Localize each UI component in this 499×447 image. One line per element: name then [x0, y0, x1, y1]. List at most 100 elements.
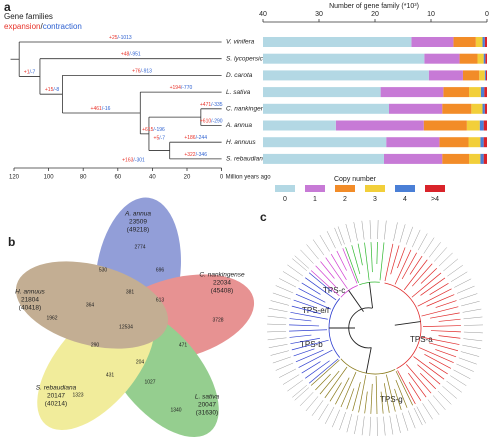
contraction: /-16 [102, 106, 111, 112]
tree-leaf [315, 373, 331, 391]
venn-count: 471 [179, 342, 188, 348]
venn-count: 696 [156, 267, 165, 273]
tree-leaf [397, 370, 416, 405]
tree-leaf [379, 242, 385, 281]
leaf-label-line [399, 224, 406, 243]
tree-leaf [289, 334, 312, 338]
clade-stem [394, 321, 421, 326]
leaf-label-line [442, 385, 457, 399]
tree-leaf [305, 360, 330, 379]
bar-segment [479, 70, 485, 81]
legend-separator: / [40, 22, 43, 31]
clade-label: TPS-a [410, 335, 433, 344]
species-label: D. carota [226, 72, 253, 79]
tree-leaf [364, 391, 368, 414]
contraction: /-244 [196, 136, 208, 142]
gene-change: +194/-770 [170, 85, 193, 91]
x-axis-label: Million years ago [226, 175, 272, 181]
leaf-label-line [463, 316, 483, 320]
legend-label: 1 [313, 196, 317, 203]
tree-leaf [352, 381, 361, 412]
bar-segment [484, 37, 487, 47]
legend-label: >4 [431, 196, 439, 203]
leaf-label-line [331, 409, 340, 428]
leaf-label-line [454, 278, 472, 288]
leaf-label-line [459, 293, 478, 300]
leaf-label-line [267, 315, 287, 319]
leaf-label-line [456, 285, 475, 294]
tree-leaf [325, 257, 348, 289]
venn-set-name: S. rebaudiana [36, 385, 77, 392]
tree-title: Gene families [4, 12, 53, 21]
venn-count: 1027 [144, 379, 155, 385]
x-tick-label: 20 [371, 11, 379, 18]
tree-leaf [315, 265, 337, 288]
leaf-label-line [318, 403, 329, 421]
bar-segment [453, 37, 476, 47]
contraction: /-7 [29, 70, 35, 76]
bar-segment [485, 70, 487, 81]
clade-stem [348, 290, 364, 312]
bar-segment [462, 70, 480, 81]
tree-leaf [411, 263, 433, 287]
tree-leaf [386, 374, 396, 412]
leaf-label-line [462, 308, 482, 313]
species-label: S. rebaudiana [226, 156, 267, 163]
expansion: +5 [154, 136, 160, 142]
tree-leaf [364, 242, 370, 281]
x-tick-label: 10 [427, 11, 435, 18]
legend-contraction: contraction [43, 22, 82, 31]
leaf-label-line [267, 337, 287, 341]
venn-families: 22034 [213, 280, 231, 287]
leaf-label-line [361, 416, 365, 436]
tree-leaf [293, 348, 315, 357]
leaf-label-line [292, 385, 307, 398]
legend-title: Copy number [334, 176, 377, 183]
expansion: +610 [200, 119, 211, 125]
tree-leaf [291, 305, 321, 315]
tree-leaf [435, 349, 457, 358]
tree-leaf [394, 249, 412, 285]
bar-segment [335, 120, 424, 131]
venn-shapes [15, 197, 255, 438]
x-tick-label: 30 [315, 11, 323, 18]
legend-swatch [425, 185, 445, 192]
bar-segment [263, 37, 412, 47]
bar-title: Number of gene family (*10³) [329, 3, 419, 10]
leaf-label-line [438, 252, 453, 267]
tree-leaf [424, 354, 452, 369]
venn-count: 2774 [134, 244, 145, 250]
bar-segment [485, 53, 487, 64]
leaf-label-line [334, 227, 342, 246]
bar-segment [263, 53, 425, 64]
leaf-label-line [306, 244, 319, 260]
bar-segment [469, 153, 481, 164]
gene-change: +615/-196 [142, 127, 165, 133]
venn-count: 204 [136, 359, 145, 365]
leaf-label-line [447, 264, 463, 277]
bar-segment [380, 87, 444, 98]
bar-segment [477, 53, 484, 64]
expansion: +1 [24, 70, 30, 76]
tree-leaf [426, 294, 455, 307]
tree-leaf [291, 339, 329, 351]
expansion: +471 [200, 102, 211, 108]
venn-count: 613 [156, 297, 165, 303]
bar-segment [482, 37, 485, 47]
leaf-label-line [305, 396, 319, 412]
tree-leaf [310, 270, 340, 297]
leaf-label-line [339, 411, 346, 431]
leaf-label-line [299, 391, 314, 407]
gene-change: +15/-8 [45, 88, 60, 94]
tree-leaf [370, 383, 373, 414]
leaf-label-line [453, 369, 471, 380]
species-label: V. vinifera [226, 39, 255, 46]
tree-leaf [395, 370, 414, 406]
venn-count: 431 [106, 372, 115, 378]
tree-leaf [383, 383, 390, 413]
tree-leaf [430, 312, 460, 319]
leaf-label-line [456, 363, 474, 372]
gene-change: +471/-335 [200, 102, 223, 108]
leaf-label-line [319, 234, 330, 252]
tree-leaf [384, 243, 394, 282]
